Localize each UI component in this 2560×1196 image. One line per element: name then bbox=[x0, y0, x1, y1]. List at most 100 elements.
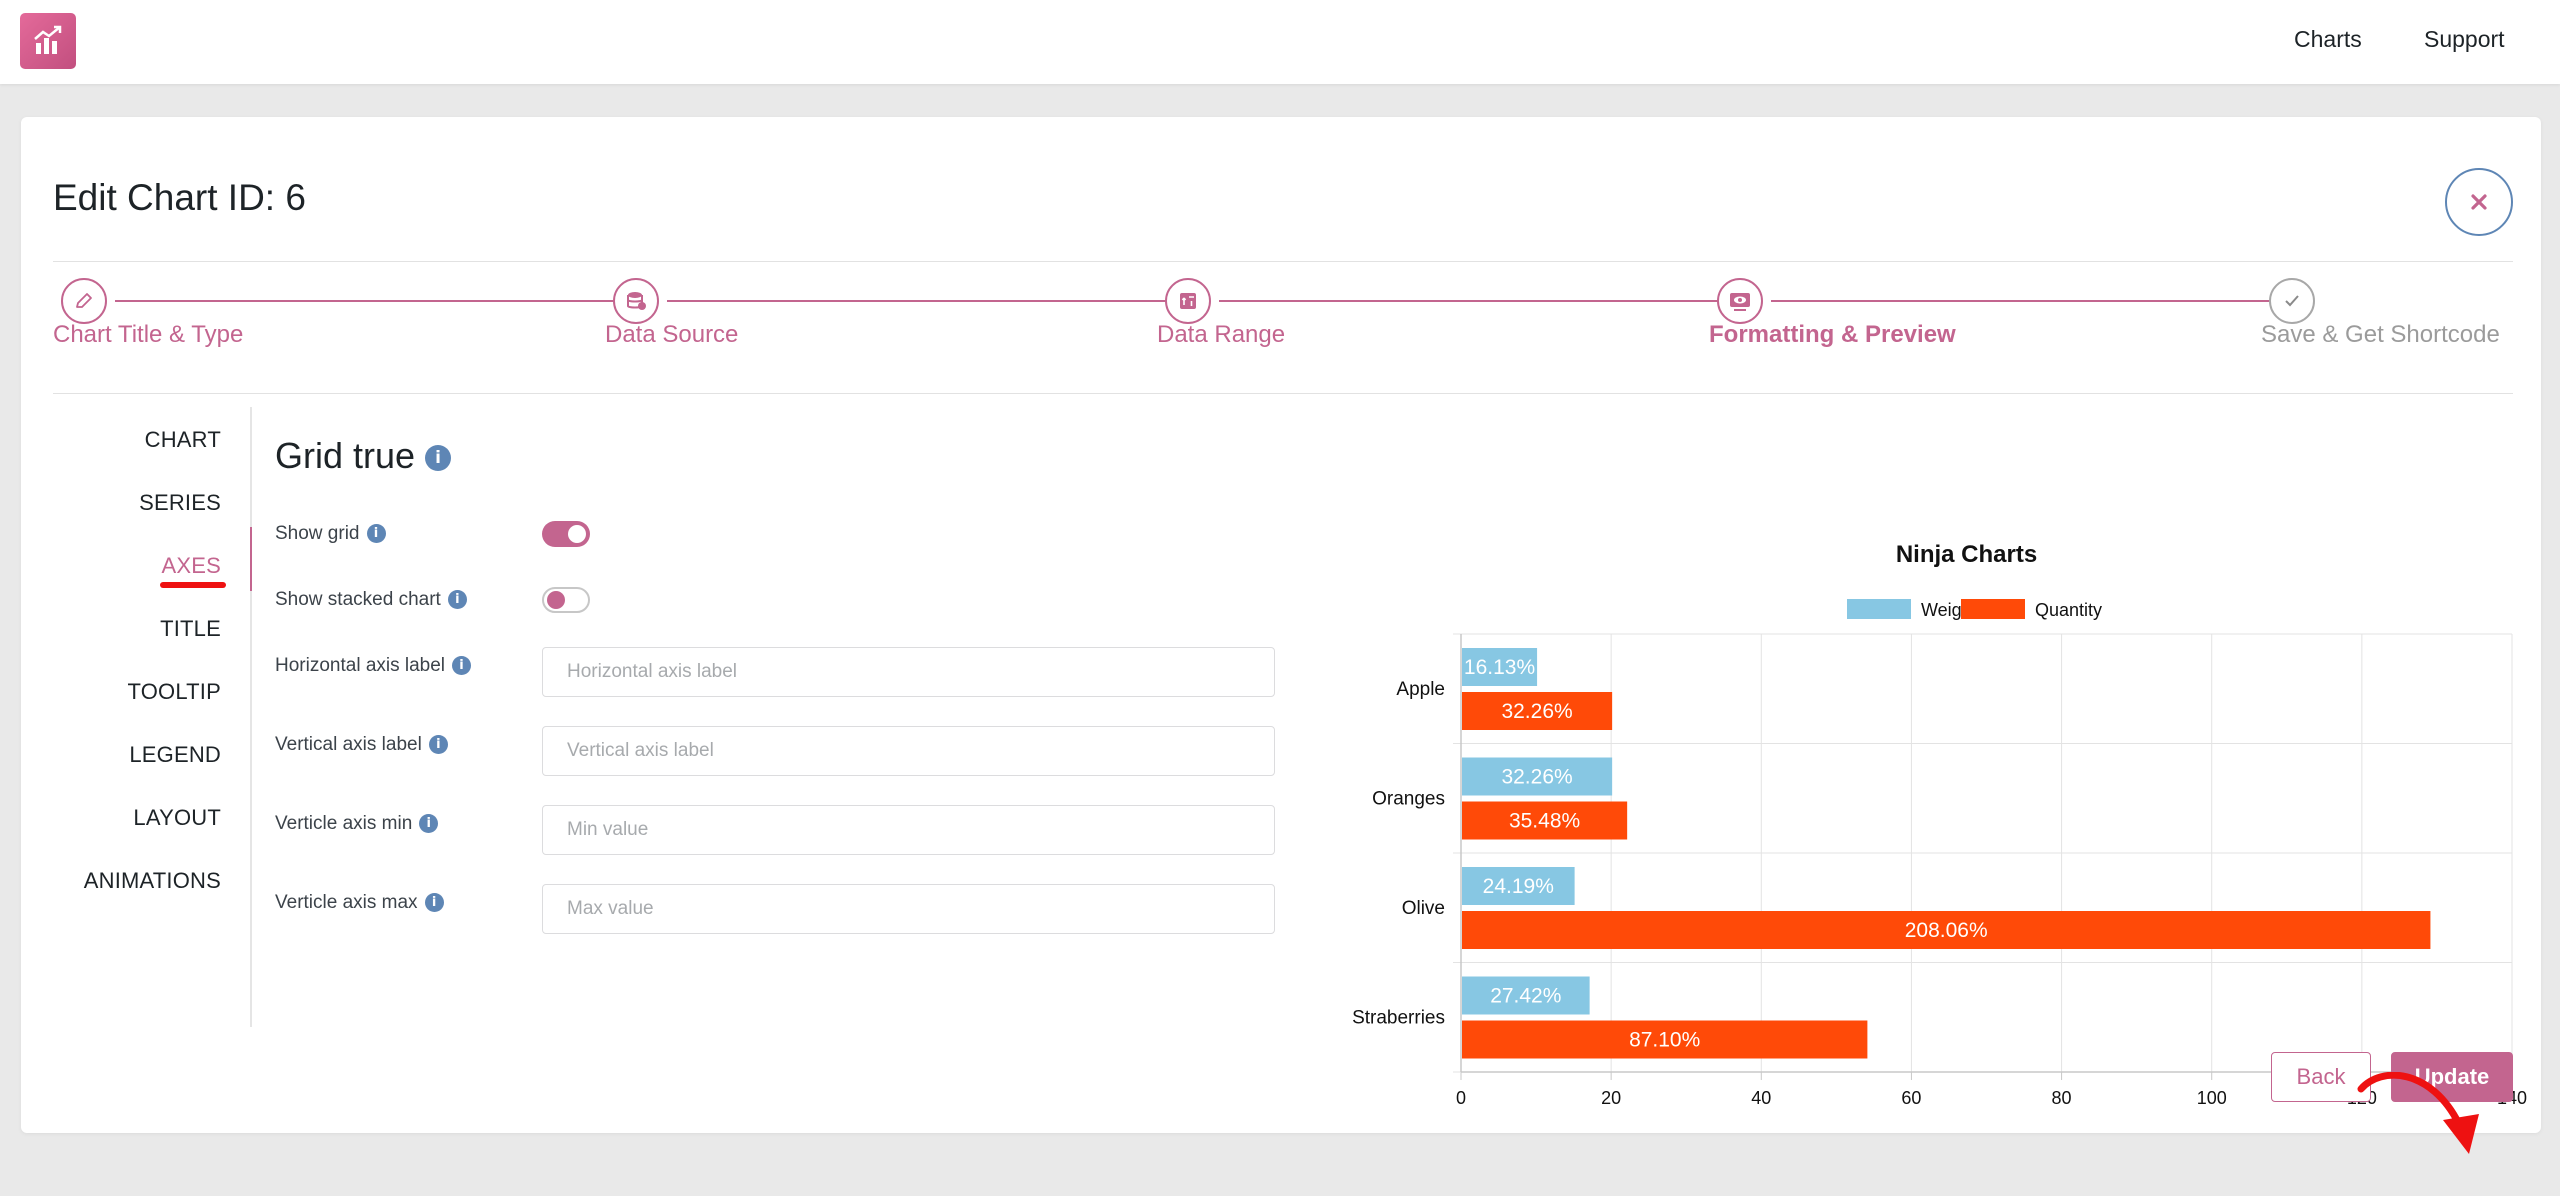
pencil-icon bbox=[76, 293, 92, 308]
vertical-axis-min-label: Verticle axis min i bbox=[275, 813, 439, 835]
tab-tooltip[interactable]: TOOLTIP bbox=[127, 679, 221, 704]
step-label[interactable]: Data Source bbox=[605, 321, 739, 348]
tab-series[interactable]: SERIES bbox=[139, 490, 221, 515]
nav-support-link[interactable]: Support bbox=[2424, 26, 2505, 52]
bar bbox=[1462, 976, 1590, 1015]
info-icon[interactable]: i bbox=[428, 735, 448, 755]
tab-chart[interactable]: CHART bbox=[144, 427, 221, 452]
bar bbox=[1462, 1020, 1868, 1059]
x-tick-label: 80 bbox=[2052, 1088, 2072, 1108]
info-icon[interactable]: i bbox=[447, 590, 467, 610]
info-icon[interactable]: i bbox=[366, 524, 386, 544]
x-tick-label: 0 bbox=[1456, 1088, 1466, 1108]
step-data-source[interactable] bbox=[613, 278, 659, 324]
vertical-axis-max-label: Verticle axis max i bbox=[275, 892, 444, 914]
vertical-axis-min-label-text: Verticle axis min bbox=[275, 813, 413, 834]
bar bbox=[1462, 648, 1538, 686]
x-tick-label: 100 bbox=[2197, 1088, 2227, 1108]
step-connector bbox=[115, 300, 625, 302]
horizontal-axis-label-text: Horizontal axis label bbox=[275, 655, 446, 676]
bar-data-label: 208.06% bbox=[1905, 919, 1988, 942]
range-icon bbox=[1180, 293, 1196, 309]
section-title-text: Grid true bbox=[275, 435, 416, 476]
tab-animations[interactable]: ANIMATIONS bbox=[83, 868, 221, 893]
vertical-axis-label-input[interactable] bbox=[542, 726, 1275, 776]
info-icon[interactable]: i bbox=[425, 445, 452, 472]
close-button[interactable] bbox=[2445, 168, 2513, 236]
back-button[interactable]: Back bbox=[2271, 1052, 2371, 1102]
step-label[interactable]: Chart Title & Type bbox=[53, 321, 244, 348]
info-icon[interactable]: i bbox=[452, 656, 472, 676]
step-chart-title-type[interactable] bbox=[61, 278, 107, 324]
stepper-divider bbox=[53, 393, 2513, 394]
annotation-arrow-icon bbox=[2357, 1072, 2479, 1154]
horizontal-axis-label-label: Horizontal axis label i bbox=[275, 655, 472, 677]
bar bbox=[1462, 692, 1613, 730]
legend-label: Quantity bbox=[2035, 600, 2102, 620]
bar-data-label: 87.10% bbox=[1629, 1029, 1700, 1052]
step-data-range[interactable] bbox=[1165, 278, 1211, 324]
chart-title: Ninja Charts bbox=[1896, 541, 2037, 568]
vertical-axis-label-label: Vertical axis label i bbox=[275, 734, 448, 756]
tab-layout[interactable]: LAYOUT bbox=[133, 805, 221, 830]
x-tick-label: 60 bbox=[1901, 1088, 1921, 1108]
show-stacked-label: Show stacked chart i bbox=[275, 589, 467, 611]
vertical-axis-label-text: Vertical axis label bbox=[275, 734, 422, 755]
tab-axes[interactable]: AXES bbox=[161, 553, 221, 578]
legend-swatch bbox=[1847, 599, 1911, 619]
x-tick-label: 20 bbox=[1601, 1088, 1621, 1108]
database-icon bbox=[627, 292, 646, 310]
tab-title[interactable]: TITLE bbox=[160, 616, 221, 641]
vertical-axis-min-input[interactable] bbox=[542, 805, 1275, 855]
y-tick-label: Straberries bbox=[1352, 1007, 1445, 1028]
step-connector bbox=[1219, 300, 1729, 302]
step-label[interactable]: Save & Get Shortcode bbox=[2261, 321, 2500, 348]
y-tick-label: Oranges bbox=[1372, 788, 1445, 809]
step-label[interactable]: Data Range bbox=[1157, 321, 1286, 348]
info-icon[interactable]: i bbox=[424, 893, 444, 913]
active-tab-underline bbox=[160, 582, 226, 588]
show-grid-toggle[interactable] bbox=[542, 521, 590, 547]
nav-charts-link[interactable]: Charts bbox=[2294, 26, 2362, 52]
tab-legend[interactable]: LEGEND bbox=[129, 742, 221, 767]
section-title: Grid true i bbox=[275, 435, 452, 477]
edit-chart-card: Edit Chart ID: 6 bbox=[21, 117, 2541, 1154]
bar bbox=[1462, 801, 1628, 840]
show-stacked-label-text: Show stacked chart bbox=[275, 589, 441, 610]
bar-data-label: 16.13% bbox=[1464, 656, 1535, 679]
bar-data-label: 35.48% bbox=[1509, 810, 1580, 833]
check-icon bbox=[2285, 295, 2299, 307]
step-connector bbox=[667, 300, 1177, 302]
app-logo-icon[interactable] bbox=[20, 13, 76, 69]
bar-data-label: 27.42% bbox=[1490, 985, 1561, 1008]
active-tab-indicator bbox=[250, 527, 252, 591]
y-tick-label: Apple bbox=[1396, 679, 1445, 700]
close-icon bbox=[2471, 194, 2487, 210]
horizontal-axis-label-input[interactable] bbox=[542, 647, 1275, 697]
show-stacked-toggle[interactable] bbox=[542, 587, 590, 613]
step-save-shortcode[interactable] bbox=[2269, 278, 2315, 324]
page-title: Edit Chart ID: 6 bbox=[53, 177, 306, 218]
step-formatting-preview[interactable] bbox=[1717, 278, 1763, 324]
chart-preview: Ninja ChartsWeightQuantity02040608010012… bbox=[1352, 541, 2527, 1108]
bar-data-label: 32.26% bbox=[1501, 766, 1572, 789]
bar bbox=[1462, 911, 2431, 949]
show-grid-label: Show grid i bbox=[275, 523, 386, 545]
bar bbox=[1462, 757, 1613, 796]
bar-data-label: 32.26% bbox=[1501, 700, 1572, 723]
legend-swatch bbox=[1961, 599, 2025, 619]
toggle-knob bbox=[568, 525, 586, 543]
show-grid-label-text: Show grid bbox=[275, 523, 360, 544]
y-tick-label: Olive bbox=[1402, 898, 1445, 919]
vertical-axis-max-input[interactable] bbox=[542, 884, 1275, 934]
x-tick-label: 40 bbox=[1751, 1088, 1771, 1108]
top-bar: Charts Support bbox=[0, 0, 2560, 84]
header-divider bbox=[53, 261, 2513, 262]
toggle-knob bbox=[547, 591, 565, 609]
bar bbox=[1462, 867, 1575, 905]
side-tabs-divider bbox=[250, 407, 252, 1027]
step-connector bbox=[1771, 300, 2281, 302]
step-label-active[interactable]: Formatting & Preview bbox=[1709, 321, 1956, 348]
preview-icon bbox=[1730, 293, 1750, 311]
info-icon[interactable]: i bbox=[419, 814, 439, 834]
